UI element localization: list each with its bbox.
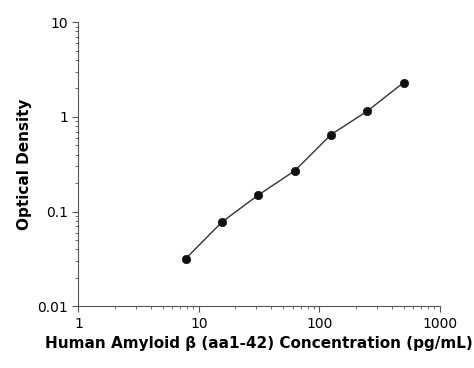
Y-axis label: Optical Density: Optical Density — [17, 99, 32, 230]
X-axis label: Human Amyloid β (aa1-42) Concentration (pg/mL): Human Amyloid β (aa1-42) Concentration (… — [45, 336, 473, 351]
